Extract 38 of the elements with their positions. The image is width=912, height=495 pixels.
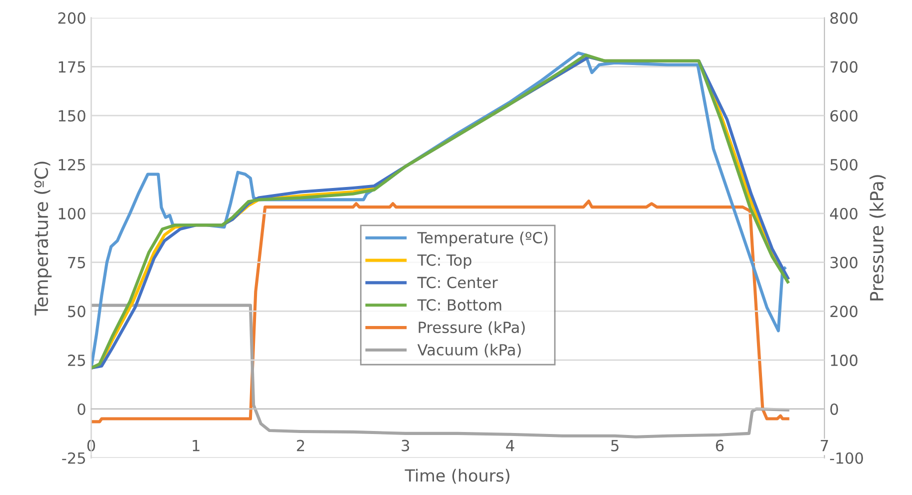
y-tick-label: 200	[58, 12, 86, 24]
y2-tick-label: 800	[830, 12, 858, 24]
y2-tick-label: 600	[830, 110, 858, 122]
y-tick-label: 50	[68, 306, 86, 318]
y2-tick-label: 300	[830, 256, 858, 268]
y2-tick-label: 200	[830, 306, 858, 318]
legend-label: TC: Bottom	[417, 299, 502, 311]
legend-label: TC: Center	[417, 276, 498, 288]
y-axis-title: Temperature (ºC)	[34, 162, 52, 316]
x-tick-label: 2	[296, 440, 304, 452]
y2-tick-label: 500	[830, 158, 858, 171]
legend-label: TC: Top	[417, 254, 472, 269]
y-tick-label: 175	[58, 61, 86, 73]
x-tick-label: 5	[611, 440, 618, 452]
y-tick-label: 25	[68, 354, 86, 366]
legend-label: Pressure (kPa)	[418, 321, 525, 335]
y-tick-label: 150	[58, 110, 86, 122]
x-tick-label: 0	[87, 440, 96, 452]
y2-tick-label: 0	[830, 403, 838, 415]
y2-tick-label: 400	[830, 208, 858, 220]
y-tick-label: 75	[68, 256, 86, 268]
y2-axis-title: Pressure (kPa)	[870, 175, 886, 300]
legend-label: Temperature (ºC)	[417, 232, 548, 246]
y-tick-label: 125	[58, 158, 86, 171]
x-tick-label: 6	[716, 440, 724, 452]
y2-tick-label: 700	[830, 61, 858, 73]
legend-label: Vacuum (kPa)	[417, 344, 521, 358]
y-tick-label: 0	[78, 403, 86, 415]
x-tick-label: 4	[506, 440, 514, 452]
y-tick-label: -25	[62, 452, 86, 464]
x-tick-label: 7	[820, 440, 828, 452]
x-tick-label: 1	[192, 440, 200, 452]
x-tick-label: 3	[402, 440, 410, 452]
line-series	[91, 200, 790, 424]
y2-tick-label: 100	[830, 354, 858, 366]
y2-tick-label: -100	[830, 452, 863, 464]
x-axis-title: Time (hours)	[404, 468, 510, 484]
y-tick-label: 100	[58, 208, 86, 220]
